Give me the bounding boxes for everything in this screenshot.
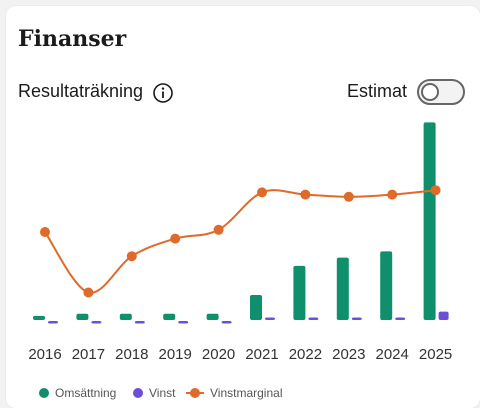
income-statement-title: Resultaträkning bbox=[18, 81, 144, 101]
profit-bar-2020 bbox=[221, 321, 232, 324]
profit-bar-2022 bbox=[308, 317, 319, 320]
revenue-bar-2016 bbox=[33, 315, 45, 320]
profit-bar-2018 bbox=[134, 321, 145, 324]
profit-bar-2016 bbox=[48, 321, 58, 324]
margin-point-2023 bbox=[343, 191, 354, 202]
margin-point-2018 bbox=[126, 251, 137, 262]
margin-point-2021 bbox=[257, 187, 267, 198]
revenue-bar-2019 bbox=[163, 313, 176, 320]
revenue-bar-2021 bbox=[250, 295, 262, 320]
x-tick-2022: 2022 bbox=[289, 346, 322, 363]
revenue-bar-2018 bbox=[119, 313, 132, 320]
margin-point-2024 bbox=[387, 189, 398, 200]
revenue-bar-2022 bbox=[293, 265, 306, 320]
legend-margin-label: Vinstmarginal bbox=[210, 386, 282, 400]
x-tick-2025: 2025 bbox=[419, 346, 452, 363]
info-icon[interactable] bbox=[152, 82, 174, 104]
revenue-bar-2024 bbox=[380, 251, 393, 320]
estimate-toggle-label: Estimat bbox=[347, 81, 408, 101]
x-tick-2017: 2017 bbox=[72, 346, 105, 363]
revenue-bar-2020 bbox=[206, 313, 219, 320]
profit-bar-2019 bbox=[178, 321, 189, 324]
margin-point-2020 bbox=[213, 224, 224, 235]
section-title: Finanser bbox=[18, 26, 127, 52]
margin-line bbox=[44, 189, 436, 294]
profit-bar-2017 bbox=[91, 321, 102, 324]
legend-revenue-label: Omsättning bbox=[55, 386, 116, 400]
x-tick-2019: 2019 bbox=[159, 346, 192, 363]
legend-margin-marker bbox=[190, 388, 200, 398]
x-tick-2016: 2016 bbox=[28, 346, 61, 363]
revenue-bar-2017 bbox=[76, 313, 89, 320]
margin-point-2016 bbox=[40, 227, 50, 237]
legend-revenue-marker bbox=[39, 388, 49, 398]
legend-profit-marker bbox=[133, 388, 143, 398]
margin-point-2017 bbox=[83, 287, 94, 298]
profit-bar-2024 bbox=[395, 317, 406, 320]
estimate-toggle-knob bbox=[421, 83, 439, 101]
estimate-toggle[interactable] bbox=[417, 79, 465, 105]
profit-bar-2023 bbox=[351, 317, 362, 320]
margin-point-2019 bbox=[170, 233, 181, 244]
x-tick-2023: 2023 bbox=[332, 346, 365, 363]
profit-bar-2021 bbox=[265, 317, 275, 320]
x-tick-2024: 2024 bbox=[376, 346, 409, 363]
revenue-bar-2025 bbox=[423, 122, 436, 321]
revenue-bar-2023 bbox=[336, 257, 349, 320]
margin-point-2022 bbox=[300, 189, 311, 200]
legend-profit-label: Vinst bbox=[149, 386, 176, 400]
profit-bar-2025 bbox=[438, 311, 449, 320]
margin-point-2025 bbox=[430, 185, 441, 196]
x-tick-2018: 2018 bbox=[115, 346, 148, 363]
x-tick-2021: 2021 bbox=[245, 346, 278, 363]
x-tick-2020: 2020 bbox=[202, 346, 235, 363]
